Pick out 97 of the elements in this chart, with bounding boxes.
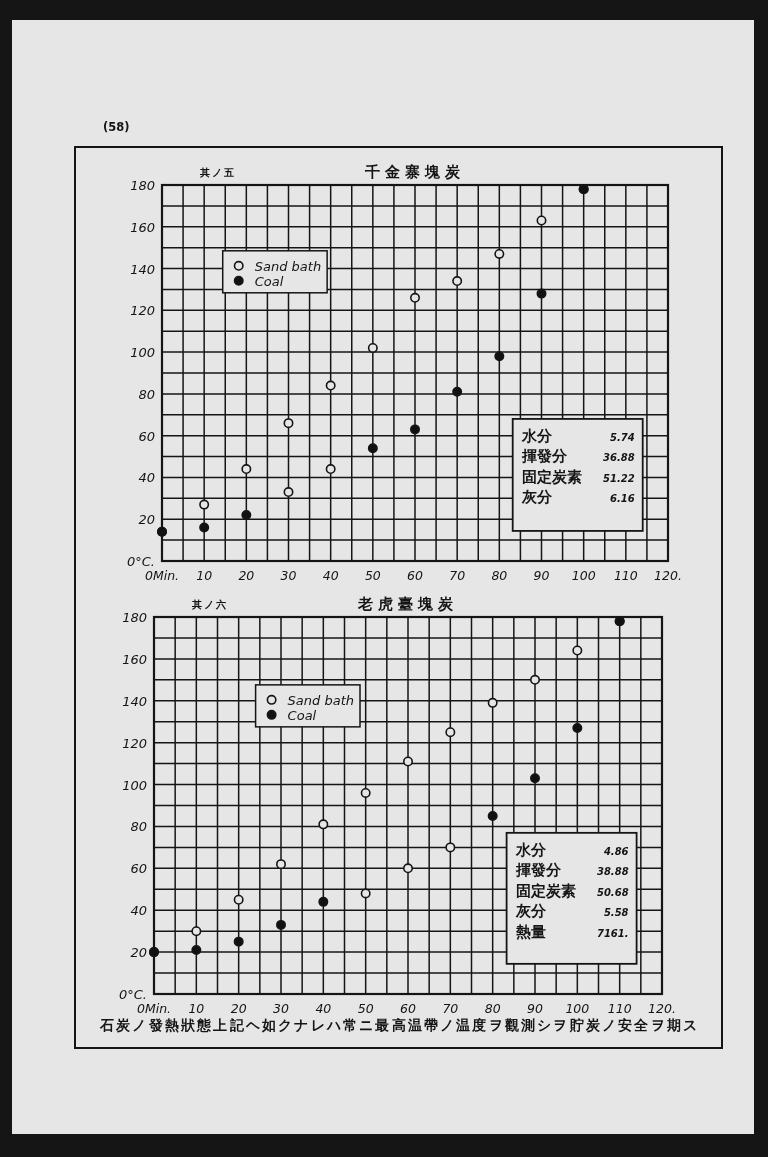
y-tick-label: 20 — [130, 945, 147, 961]
y-tick-label: 80 — [130, 819, 147, 835]
point — [487, 697, 498, 708]
y-tick-label: 20 — [138, 512, 155, 528]
x-tick-label: 60 — [407, 568, 423, 583]
x-tick-label: 50 — [357, 1001, 374, 1016]
x-tick-label: 100 — [565, 1001, 590, 1016]
y-tick-label: 140 — [122, 693, 147, 709]
text: 石炭ノ發熱狀態上記ヘ如クナレハ常ニ最高温帶ノ温度ヲ觀測シヲ貯炭ノ安全ヲ期ス — [99, 1017, 697, 1033]
y-tick-label: 160 — [122, 651, 147, 667]
text: (58) — [103, 120, 130, 134]
y-tick-label: 80 — [138, 386, 155, 402]
point — [367, 342, 378, 353]
point — [325, 380, 336, 391]
x-tick-label: 90 — [533, 568, 550, 583]
x-tick-label: 0Min. — [144, 568, 180, 583]
y-tick-label: 180 — [122, 610, 147, 625]
legend-label: Coal — [287, 707, 317, 723]
point — [494, 248, 505, 259]
point — [199, 522, 210, 533]
text: 水分 4.86 — [515, 841, 629, 858]
text: 揮發分 38.88 — [515, 862, 629, 879]
y-tick-label: 60 — [130, 861, 147, 877]
point — [233, 936, 244, 947]
point — [487, 810, 498, 821]
point — [191, 926, 202, 937]
y-tick-label: 120 — [130, 303, 155, 319]
x-tick-label: 90 — [527, 1001, 543, 1016]
x-tick-label: 30 — [273, 1001, 289, 1016]
x-tick-label: 40 — [322, 568, 339, 583]
x-tick-label: 0Min. — [136, 1001, 172, 1016]
x-tick-label: 70 — [449, 568, 466, 583]
chart-subtitle: 其ノ五 — [198, 167, 236, 178]
point — [530, 773, 540, 784]
point — [410, 292, 420, 303]
legend-label: Sand bath — [254, 258, 322, 274]
y-tick-label: 60 — [138, 428, 155, 444]
chart-title: 千金寨塊炭 — [364, 163, 465, 180]
x-tick-label: 120. — [654, 568, 682, 583]
text: 灰分 6.16 — [521, 489, 635, 506]
x-tick-label: 20 — [238, 568, 255, 583]
point — [494, 351, 505, 362]
y-tick-label: 180 — [130, 178, 155, 193]
point — [572, 723, 583, 734]
point — [199, 499, 210, 510]
text: 固定炭素 50.68 — [515, 882, 629, 899]
y-tick-label: 120 — [122, 735, 147, 751]
text: 灰分 5.58 — [515, 903, 629, 920]
point — [367, 443, 378, 454]
y-tick-label: 0°C. — [119, 987, 147, 1002]
y-tick-label: 0°C. — [127, 554, 155, 569]
point — [241, 464, 252, 475]
y-tick-label: 140 — [130, 261, 155, 277]
text: 熱量 7161. — [515, 923, 629, 940]
x-tick-label: 120. — [648, 1001, 676, 1016]
text: 水分 5.74 — [521, 427, 635, 444]
point — [233, 894, 244, 905]
y-tick-label: 40 — [130, 903, 147, 919]
point — [410, 424, 420, 435]
legend-label: Sand bath — [287, 692, 355, 708]
point — [318, 819, 329, 830]
point — [530, 674, 540, 685]
point — [536, 288, 547, 299]
x-tick-label: 40 — [315, 1001, 332, 1016]
y-tick-label: 100 — [122, 777, 147, 793]
x-tick-label: 30 — [280, 568, 297, 583]
point — [572, 645, 583, 656]
chart-subtitle: 其ノ六 — [190, 599, 228, 610]
point — [452, 386, 463, 397]
point — [276, 859, 286, 870]
x-tick-label: 50 — [364, 568, 381, 583]
x-tick-label: 70 — [442, 1001, 459, 1016]
x-tick-label: 80 — [491, 568, 508, 583]
point — [276, 919, 286, 930]
legend-label: Coal — [254, 273, 284, 289]
y-tick-label: 160 — [130, 219, 155, 235]
x-tick-label: 110 — [607, 1001, 632, 1016]
point — [445, 727, 456, 738]
point — [283, 418, 294, 429]
point — [191, 945, 202, 956]
text: 揮發分 36.88 — [521, 448, 635, 465]
point — [318, 896, 329, 907]
y-tick-label: 40 — [138, 470, 155, 486]
point — [403, 756, 413, 767]
x-tick-label: 10 — [196, 568, 213, 583]
chart-title: 老虎臺塊炭 — [357, 596, 458, 612]
x-tick-label: 20 — [230, 1001, 247, 1016]
point — [360, 787, 371, 798]
x-tick-label: 110 — [613, 568, 638, 583]
point — [536, 215, 547, 226]
x-tick-label: 100 — [571, 568, 596, 583]
x-tick-label: 10 — [188, 1001, 205, 1016]
y-tick-label: 100 — [130, 345, 155, 361]
x-tick-label: 80 — [484, 1001, 501, 1016]
x-tick-label: 60 — [400, 1001, 416, 1016]
point — [452, 276, 463, 287]
text: 固定炭素 51.22 — [521, 468, 635, 485]
